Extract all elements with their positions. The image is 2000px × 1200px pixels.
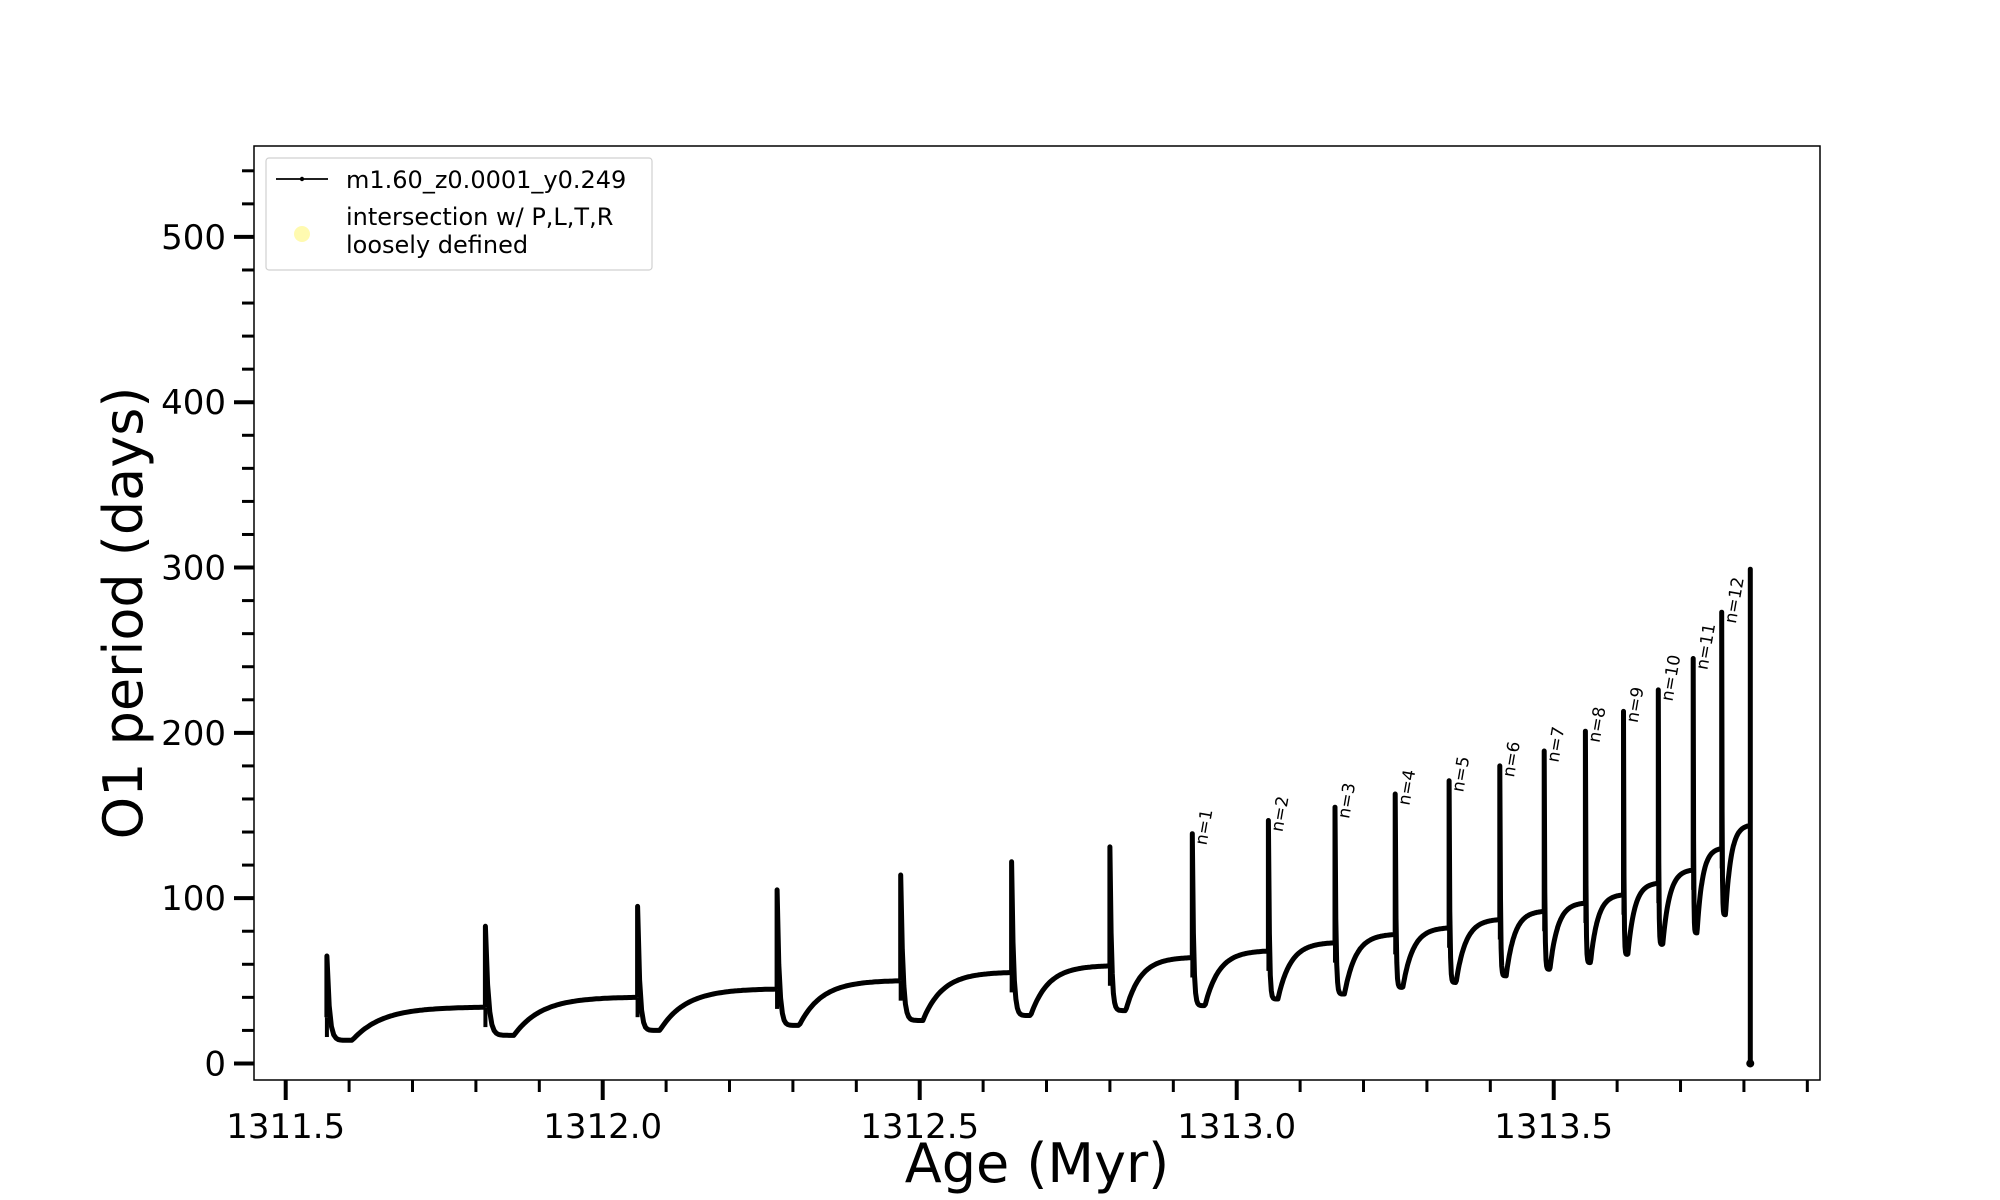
y-tick-label: 400 <box>161 383 226 423</box>
pulse-annotation: n=8 <box>1585 705 1611 744</box>
pulse-annotation: n=3 <box>1334 781 1360 820</box>
legend: m1.60_z0.0001_y0.249 intersection w/ P,L… <box>265 157 653 271</box>
x-tick-label: 1313.0 <box>1177 1107 1296 1147</box>
pulse-annotation: n=11 <box>1692 622 1720 671</box>
legend-entry-2-line-1: intersection w/ P,L,T,R <box>346 203 613 231</box>
series-line <box>324 566 1753 1064</box>
y-tick-label: 500 <box>161 218 226 258</box>
y-axis: 0 100 200 300 400 500 <box>161 169 254 1084</box>
legend-entry-1: m1.60_z0.0001_y0.249 <box>346 166 626 194</box>
y-axis-label: O1 period (days) <box>92 387 155 840</box>
legend-entry-2-line-2: loosely defined <box>346 231 528 259</box>
pulse-annotation: n=12 <box>1721 576 1749 625</box>
plot-area: n=1 n=2 n=3 n=4 n=5 n=6 n=7 n=8 n=9 n=10n=11n=12 <box>324 566 1755 1068</box>
x-tick-label: 1313.5 <box>1494 1107 1613 1147</box>
pulse-annotation: n=6 <box>1499 740 1525 779</box>
pulse-annotation: n=1 <box>1192 808 1218 847</box>
pulse-annotation: n=4 <box>1394 768 1420 807</box>
x-axis: 1311.5 1312.0 1312.5 1313.0 1313.5 <box>226 1080 1809 1147</box>
y-tick-label: 0 <box>204 1044 226 1084</box>
pulse-annotation: n=10 <box>1658 653 1686 702</box>
legend-intersection-marker <box>294 226 310 242</box>
pulse-annotation: n=5 <box>1448 755 1474 794</box>
y-tick-label: 200 <box>161 714 226 754</box>
pulse-annotation: n=9 <box>1623 685 1649 724</box>
pulse-annotation: n=7 <box>1543 725 1569 764</box>
pulse-annotation: n=2 <box>1268 795 1294 834</box>
legend-dot-marker <box>299 176 305 182</box>
x-tick-label: 1311.5 <box>226 1107 345 1147</box>
x-tick-label: 1312.5 <box>860 1107 979 1147</box>
legend-box <box>265 157 653 271</box>
series-end-point <box>1746 1059 1755 1068</box>
x-axis-label: Age (Myr) <box>905 1132 1170 1195</box>
x-tick-label: 1312.0 <box>543 1107 662 1147</box>
y-tick-label: 100 <box>161 879 226 919</box>
y-tick-label: 300 <box>161 549 226 589</box>
plot-frame <box>253 145 1821 1081</box>
